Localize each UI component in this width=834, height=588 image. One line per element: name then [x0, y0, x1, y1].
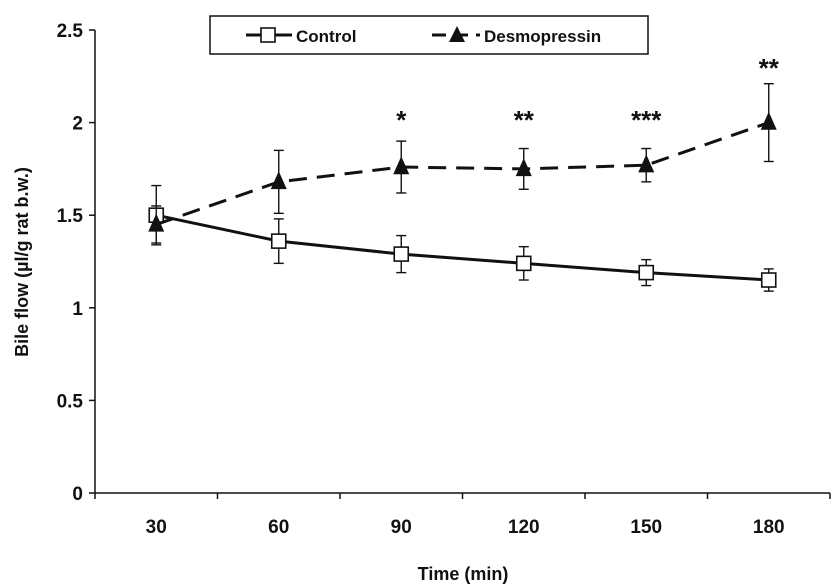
significance-annotations: * ** *****: [396, 53, 780, 135]
legend-control-marker: [260, 27, 276, 43]
x-axis-title: Time (min): [418, 564, 509, 584]
legend: Control Desmopressin: [209, 15, 649, 55]
x-tick-label-1: 60: [268, 517, 289, 538]
point-desmopressin-5: [760, 111, 777, 130]
y-axis-ticks: 0 0.5 1 1.5 2 2.5: [57, 21, 95, 505]
legend-desmopressin-label: Desmopressin: [484, 27, 601, 46]
series-desmopressin: [148, 83, 777, 244]
point-control-5: [760, 272, 777, 288]
y-tick-label-0: 0: [72, 484, 83, 505]
y-tick-label-4: 2: [72, 114, 83, 135]
point-control-3: [515, 255, 532, 272]
y-tick-label-3: 1.5: [57, 206, 84, 227]
y-tick-label-1: 0.5: [57, 391, 84, 412]
point-control-1: [270, 233, 287, 249]
x-axis-ticks: 30 60 90 120 150 180: [94, 493, 831, 538]
point-desmopressin-3: [515, 158, 532, 177]
x-tick-label-2: 90: [391, 517, 412, 538]
y-tick-label-5: 2.5: [57, 21, 84, 42]
plot-area: [148, 83, 777, 292]
point-desmopressin-1: [270, 171, 287, 190]
legend-control-label: Control: [296, 27, 356, 46]
significance-label-3: **: [759, 53, 780, 83]
point-desmopressin-0: [148, 213, 165, 232]
significance-label-2: ***: [631, 105, 662, 135]
point-control-4: [638, 264, 655, 281]
series-control: [148, 184, 777, 292]
x-tick-label-5: 180: [753, 517, 785, 538]
y-axis-title: Bile flow (µl/g rat b.w.): [12, 167, 32, 357]
point-control-2: [393, 246, 410, 262]
significance-label-1: **: [514, 105, 535, 135]
series-line-desmopressin: [155, 121, 770, 226]
series-line-control: [155, 213, 769, 282]
x-tick-label-3: 120: [508, 517, 540, 538]
point-desmopressin-2: [393, 156, 410, 175]
x-tick-label-4: 150: [630, 517, 662, 538]
point-desmopressin-4: [638, 154, 655, 173]
y-tick-label-2: 1: [72, 299, 83, 320]
legend-desmopressin-marker: [449, 26, 465, 42]
x-tick-label-0: 30: [146, 517, 167, 538]
significance-label-0: *: [396, 105, 407, 135]
